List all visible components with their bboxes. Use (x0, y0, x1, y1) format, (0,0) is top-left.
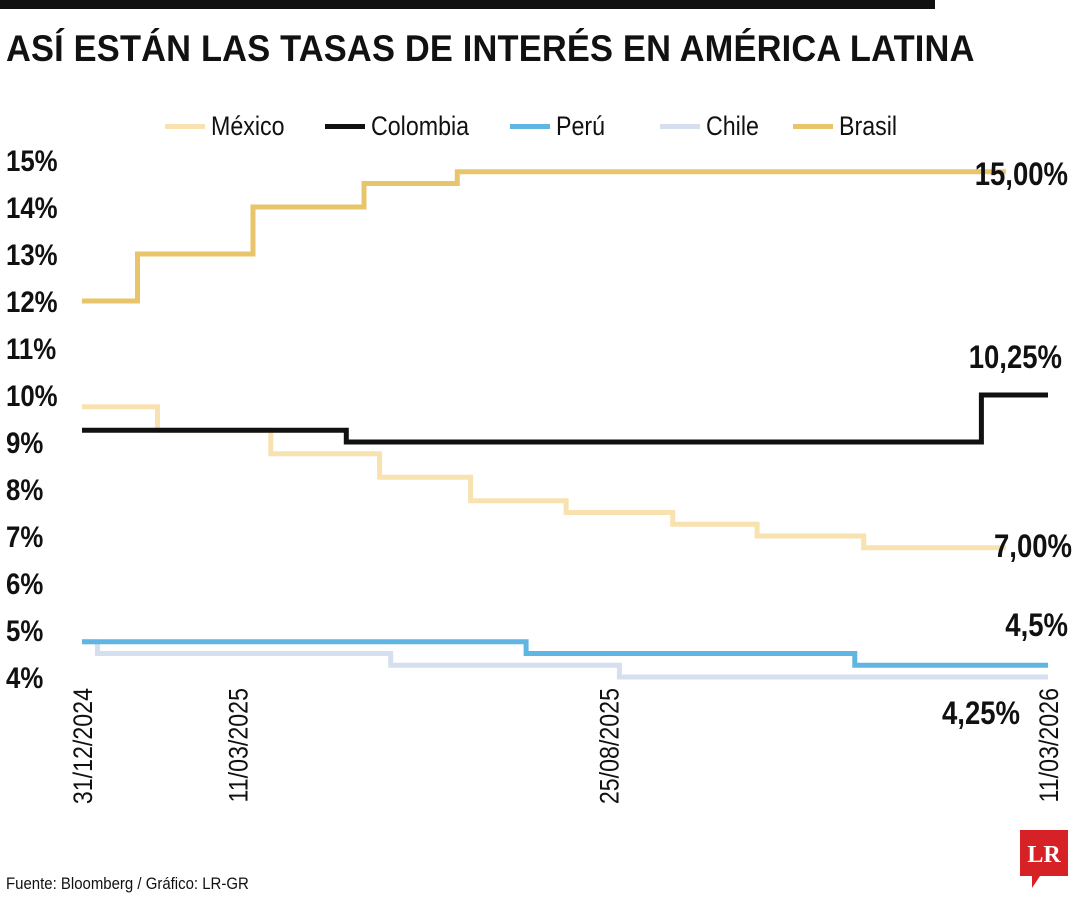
legend-item: Chile (660, 108, 768, 144)
svg-text:LR: LR (1027, 842, 1061, 868)
x-tick-label: 31/12/2024 (68, 688, 98, 804)
y-tick-label: 5% (6, 614, 43, 647)
legend-label: Colombia (371, 110, 470, 141)
legend-label: Brasil (839, 110, 898, 141)
legend-label: Chile (706, 110, 759, 141)
x-tick-label: 25/08/2025 (595, 688, 625, 804)
legend-item: Colombia (325, 108, 485, 144)
chart-title: ASÍ ESTÁN LAS TASAS DE INTERÉS EN AMÉRIC… (6, 28, 975, 69)
legend-swatch (660, 123, 700, 129)
legend-swatch (165, 123, 205, 129)
lr-logo: LR (1020, 830, 1068, 888)
legend-swatch (793, 123, 833, 129)
end-value-label: 15,00% (975, 157, 1068, 192)
y-tick-label: 7% (6, 520, 43, 553)
legend-item: Perú (510, 108, 613, 144)
y-tick-label: 6% (6, 567, 43, 600)
y-tick-label: 11% (6, 332, 56, 365)
legend-swatch (510, 123, 550, 129)
legend-item: México (165, 108, 297, 144)
series-line-chile (82, 639, 1048, 680)
end-value-label: 7,00% (994, 529, 1072, 564)
legend-label: Perú (556, 110, 606, 141)
legend-item: Brasil (793, 108, 907, 144)
y-tick-label: 10% (6, 379, 58, 412)
legend-swatch (325, 123, 365, 129)
series-line-colombia (82, 392, 1048, 445)
y-tick-label: 14% (6, 191, 58, 224)
source-note: Fuente: Bloomberg / Gráfico: LR-GR (6, 874, 249, 893)
top-rule (0, 0, 935, 9)
y-tick-label: 13% (6, 238, 58, 271)
end-value-label: 4,5% (1005, 608, 1068, 643)
y-tick-label: 4% (6, 661, 43, 694)
x-tick-label: 11/03/2026 (1034, 688, 1064, 802)
series-line-peru (82, 639, 1048, 668)
y-tick-label: 8% (6, 473, 43, 506)
series-line-brasil (82, 169, 1006, 304)
legend-label: México (211, 110, 285, 141)
y-tick-label: 12% (6, 285, 58, 318)
chart-legend: México Colombia Perú Chile Brasil (0, 108, 1000, 144)
end-value-label: 4,25% (942, 696, 1020, 731)
y-tick-label: 15% (6, 144, 58, 177)
x-tick-label: 11/03/2025 (224, 688, 254, 802)
y-tick-label: 9% (6, 426, 43, 459)
end-value-label: 10,25% (969, 340, 1062, 375)
